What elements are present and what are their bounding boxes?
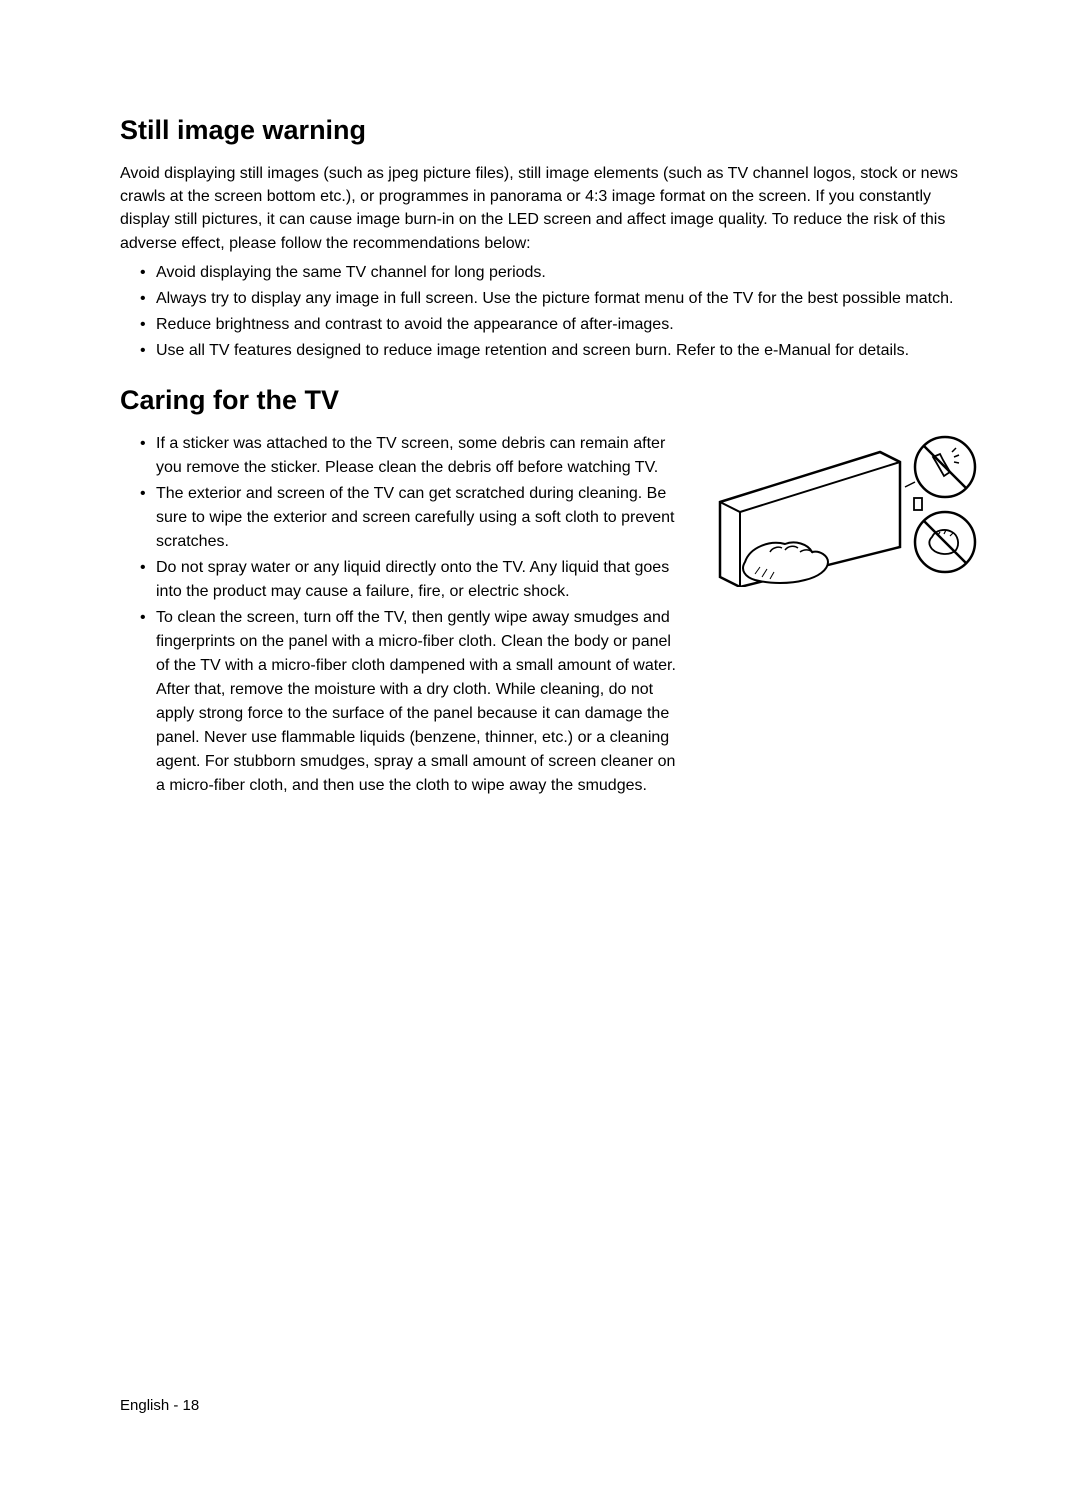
left-column: If a sticker was attached to the TV scre… bbox=[120, 432, 680, 820]
paragraph-still-image: Avoid displaying still images (such as j… bbox=[120, 162, 960, 255]
page-footer: English - 18 bbox=[120, 1397, 199, 1414]
list-item: If a sticker was attached to the TV scre… bbox=[140, 432, 680, 480]
list-item: To clean the screen, turn off the TV, th… bbox=[140, 606, 680, 798]
tv-cleaning-illustration-icon bbox=[700, 432, 980, 587]
list-item: Always try to display any image in full … bbox=[140, 287, 960, 311]
bullet-list-still-image: Avoid displaying the same TV channel for… bbox=[140, 261, 960, 363]
section-still-image-warning: Still image warning Avoid displaying sti… bbox=[120, 115, 960, 363]
heading-still-image: Still image warning bbox=[120, 115, 960, 146]
section-caring-for-tv: Caring for the TV If a sticker was attac… bbox=[120, 385, 960, 820]
list-item: The exterior and screen of the TV can ge… bbox=[140, 482, 680, 554]
heading-caring: Caring for the TV bbox=[120, 385, 960, 416]
two-column-layout: If a sticker was attached to the TV scre… bbox=[120, 432, 960, 820]
list-item: Avoid displaying the same TV channel for… bbox=[140, 261, 960, 285]
list-item: Reduce brightness and contrast to avoid … bbox=[140, 313, 960, 337]
list-item: Do not spray water or any liquid directl… bbox=[140, 556, 680, 604]
bullet-list-caring: If a sticker was attached to the TV scre… bbox=[140, 432, 680, 798]
right-column bbox=[700, 432, 980, 820]
list-item: Use all TV features designed to reduce i… bbox=[140, 339, 960, 363]
